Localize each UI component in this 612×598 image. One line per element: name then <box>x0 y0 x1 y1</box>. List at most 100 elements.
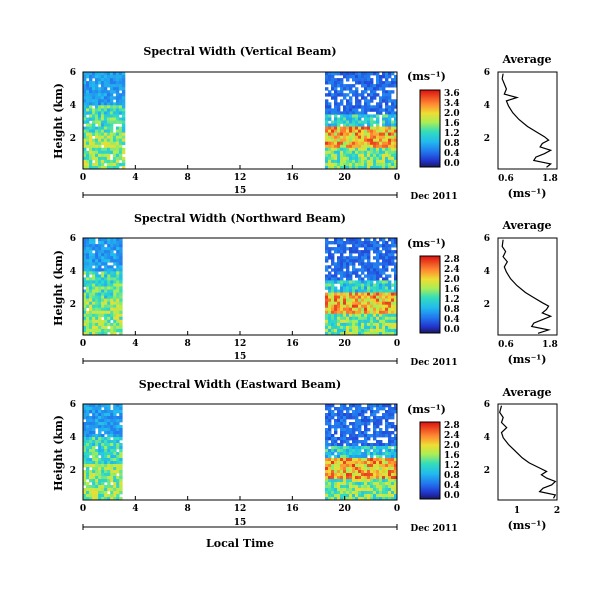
heatmap-cell <box>98 135 102 140</box>
heatmap-cell <box>95 247 99 251</box>
heatmap-cell <box>331 259 335 263</box>
heatmap-cell <box>391 289 395 293</box>
heatmap-cell <box>370 283 374 287</box>
heatmap-cell <box>101 319 105 324</box>
heatmap-cell <box>391 244 395 248</box>
heatmap-cell <box>361 328 365 333</box>
heatmap-cell <box>394 446 398 450</box>
heatmap-cell <box>337 488 341 492</box>
heatmap-cell <box>343 126 347 130</box>
heatmap-cell <box>352 295 356 299</box>
heatmap-cell <box>352 156 356 161</box>
heatmap-cell <box>337 120 341 124</box>
heatmap-cell <box>106 138 111 143</box>
heatmap-cell <box>355 280 359 284</box>
heatmap-cell <box>89 452 93 456</box>
heatmap-cell <box>349 491 353 495</box>
heatmap-cell <box>83 141 87 146</box>
heatmap-cell <box>370 132 374 136</box>
heatmap-cell <box>86 322 90 327</box>
heatmap-cell <box>328 301 332 306</box>
heatmap-cell <box>334 437 338 441</box>
heatmap-cell <box>388 404 392 408</box>
heatmap-cell <box>104 271 108 275</box>
heatmap-cell <box>376 159 380 164</box>
heatmap-cell <box>113 494 117 498</box>
heatmap-cell <box>86 437 90 441</box>
heatmap-cell <box>334 295 338 299</box>
heatmap-cell <box>83 265 87 269</box>
heatmap-cell <box>83 455 87 459</box>
heatmap-cell <box>328 123 332 127</box>
heatmap-cell <box>331 93 335 97</box>
heatmap-cell <box>334 247 338 251</box>
heatmap-cell <box>379 102 383 106</box>
heatmap-cell <box>92 458 96 462</box>
heatmap-cell <box>328 322 332 327</box>
heatmap-cell <box>110 494 114 498</box>
heatmap-cell <box>115 102 120 106</box>
heatmap-cell <box>334 162 338 167</box>
heatmap-cell <box>121 135 126 140</box>
heatmap-cell <box>358 494 362 498</box>
heatmap-cell <box>358 301 362 306</box>
heatmap-cell <box>92 111 96 115</box>
heatmap-cell <box>349 247 353 251</box>
heatmap-cell <box>116 455 120 459</box>
heatmap-cell <box>89 99 93 103</box>
heatmap-cell <box>343 289 347 293</box>
heatmap-cell <box>337 467 341 471</box>
heatmap-cell <box>337 250 341 254</box>
heatmap-cell <box>328 78 332 82</box>
heatmap-cell <box>109 147 114 152</box>
heatmap-cell <box>367 99 371 103</box>
heatmap-cell <box>104 410 108 414</box>
heatmap-cell <box>379 244 383 248</box>
heatmap-cell <box>86 449 90 453</box>
heatmap-cell <box>113 425 117 429</box>
heatmap-cell <box>382 470 386 474</box>
heatmap-cell <box>346 479 350 483</box>
heatmap-cell <box>349 120 353 124</box>
heatmap-cell <box>364 295 368 299</box>
x-tick-label: 12 <box>234 173 247 183</box>
heatmap-cell <box>340 455 344 459</box>
heatmap-cell <box>337 479 341 483</box>
heatmap-area <box>83 404 398 501</box>
heatmap-cell <box>358 144 362 149</box>
heatmap-cell <box>337 132 341 136</box>
heatmap-cell <box>331 144 335 149</box>
heatmap-cell <box>376 156 380 161</box>
heatmap-cell <box>352 84 356 88</box>
heatmap-cell <box>86 416 90 420</box>
heatmap-cell <box>340 332 344 336</box>
date-day-label: 15 <box>234 518 247 528</box>
profile-x-tick: 1.8 <box>542 174 558 184</box>
heatmap-cell <box>83 93 87 97</box>
heatmap-cell <box>340 310 344 315</box>
heatmap-cell <box>388 135 392 140</box>
heatmap-cell <box>92 470 96 474</box>
heatmap-cell <box>340 289 344 293</box>
heatmap-cell <box>325 325 329 330</box>
heatmap-cell <box>334 135 338 140</box>
heatmap-cell <box>373 304 377 309</box>
heatmap-cell <box>361 419 365 423</box>
colorbar-unit: (ms⁻¹) <box>407 237 446 250</box>
date-label: Dec 2011 <box>410 192 457 202</box>
heatmap-cell <box>370 322 374 327</box>
heatmap-cell <box>86 238 90 242</box>
heatmap-cell <box>364 455 368 459</box>
heatmap-cell <box>388 117 392 121</box>
heatmap-cell <box>328 105 332 109</box>
profile-frame <box>497 237 558 336</box>
heatmap-cell <box>355 166 359 170</box>
heatmap-cell <box>394 289 398 293</box>
heatmap-cell <box>385 81 389 85</box>
heatmap-cell <box>358 253 362 257</box>
heatmap-cell <box>325 428 329 432</box>
heatmap-cell <box>346 488 350 492</box>
heatmap-cell <box>83 156 87 161</box>
heatmap-cell <box>376 461 380 465</box>
heatmap-cell <box>92 443 96 447</box>
